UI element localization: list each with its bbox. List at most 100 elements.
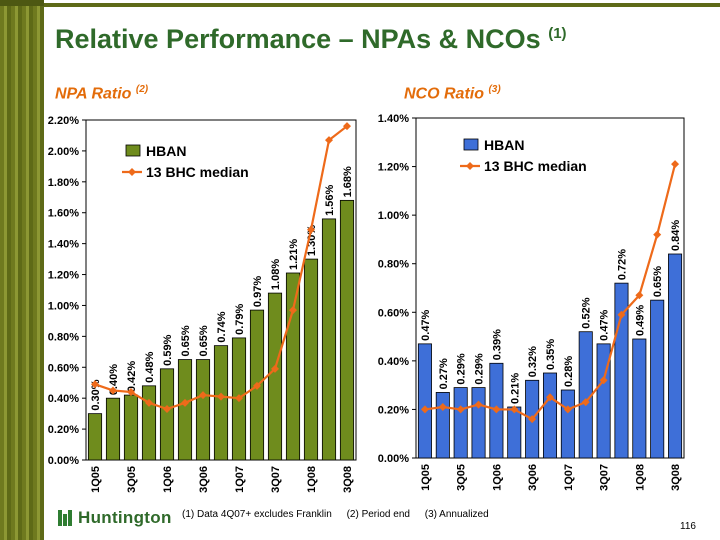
npa-bar (213, 345, 229, 461)
nco-x-tick-label: 1Q06 (491, 464, 503, 491)
page-title: Relative Performance – NPAs & NCOs (1) (55, 24, 567, 54)
npa-bar (321, 218, 337, 461)
nco-legend-label-line: 13 BHC median (484, 158, 587, 174)
footnote-2: (2) Period end (346, 509, 410, 520)
nco-y-tick-label: 0.00% (378, 453, 409, 465)
npa-median-point (253, 381, 261, 390)
footnote-1: (1) Data 4Q07+ excludes Franklin (182, 509, 332, 520)
page-number: 116 (680, 521, 696, 532)
logo-mark-icon (58, 510, 72, 526)
decorative-stripes (0, 0, 44, 540)
nco-y-tick-label: 0.20% (378, 404, 409, 416)
nco-bar (596, 343, 611, 459)
npa-y-tick-label: 0.80% (48, 331, 79, 343)
nco-bar (668, 253, 683, 459)
npa-data-label: 0.48% (144, 351, 156, 382)
nco-y-tick-label: 1.20% (378, 162, 409, 174)
nco-bar (560, 389, 575, 459)
npa-bar (87, 413, 103, 461)
nco-data-label: 0.52% (581, 297, 593, 328)
npa-y-tick-label: 0.40% (48, 393, 79, 405)
nco-y-tick-label: 0.40% (378, 356, 409, 368)
npa-x-tick-label: 1Q05 (90, 466, 102, 493)
nco-median-point (420, 405, 429, 414)
nco-y-tick-label: 1.40% (378, 113, 409, 125)
nco-data-label: 0.27% (438, 358, 450, 389)
nco-median-point (671, 160, 680, 169)
nco-x-tick-label: 1Q07 (563, 464, 575, 491)
nco-data-label: 0.72% (616, 249, 628, 280)
nco-median-point (438, 403, 447, 411)
nco-data-label: 0.29% (456, 353, 468, 384)
npa-median-point (163, 405, 171, 413)
nco-legend-label-bars: HBAN (484, 137, 524, 153)
npa-y-tick-label: 2.20% (48, 115, 79, 127)
nco-x-tick-label: 3Q08 (670, 464, 682, 491)
footnotes: (1) Data 4Q07+ excludes Franklin (2) Per… (182, 509, 501, 520)
nco-bar (471, 387, 486, 459)
npa-y-tick-label: 2.00% (48, 146, 79, 158)
nco-bar (507, 406, 522, 459)
nco-y-tick-label: 0.80% (378, 259, 409, 271)
npa-bar (195, 359, 211, 461)
nco-median-point (581, 398, 590, 407)
npa-median-point (289, 306, 297, 315)
nco-median-point (492, 405, 501, 414)
nco-median-point (653, 230, 662, 239)
npa-data-label: 1.56% (324, 184, 336, 215)
npa-median-point (217, 392, 225, 401)
npa-median-point (199, 391, 207, 400)
npa-bar (105, 397, 121, 461)
npa-data-label: 0.65% (198, 325, 210, 356)
nco-bar (632, 338, 647, 459)
nco-data-label: 0.39% (491, 329, 503, 360)
npa-data-label: 0.74% (216, 311, 228, 342)
nco-median-point (617, 310, 626, 319)
npa-x-tick-label: 3Q07 (270, 466, 282, 493)
nco-median-point (563, 405, 572, 414)
nco-y-tick-label: 1.00% (378, 210, 409, 222)
npa-legend-label-bars: HBAN (146, 143, 186, 159)
nco-x-tick-label: 3Q07 (599, 464, 611, 491)
logo-wordmark: Huntington (78, 508, 172, 527)
nco-data-label: 0.21% (509, 373, 521, 404)
npa-median-point (109, 386, 117, 395)
nco-x-tick-label: 1Q08 (634, 464, 646, 491)
npa-median-point (343, 122, 351, 131)
nco-data-label: 0.47% (599, 309, 611, 340)
npa-data-label: 0.65% (180, 325, 192, 356)
npa-x-tick-label: 1Q07 (234, 466, 246, 493)
npa-bar (339, 199, 355, 461)
npa-y-tick-label: 1.00% (48, 300, 79, 312)
npa-y-tick-label: 0.60% (48, 362, 79, 374)
npa-x-tick-label: 1Q08 (306, 466, 318, 493)
nco-bar (453, 387, 468, 459)
npa-median-point (181, 398, 189, 407)
npa-median-point (127, 388, 135, 396)
npa-bar (177, 359, 193, 461)
nco-x-tick-label: 3Q05 (456, 464, 468, 491)
nco-data-label: 0.32% (527, 346, 539, 377)
npa-bar (159, 368, 175, 461)
npa-data-label: 1.21% (288, 239, 300, 270)
npa-legend-marker (128, 168, 136, 176)
nco-data-label: 0.28% (563, 356, 575, 387)
nco-data-label: 0.65% (652, 266, 664, 297)
npa-bar (303, 258, 319, 461)
npa-data-label: 0.42% (126, 361, 138, 392)
nco-data-label: 0.84% (670, 220, 682, 251)
nco-bar (542, 372, 558, 459)
npa-median-point (235, 394, 243, 403)
npa-y-tick-label: 1.20% (48, 270, 79, 282)
nco-x-tick-label: 3Q06 (527, 464, 539, 491)
nco-x-tick-label: 1Q05 (420, 464, 432, 491)
npa-legend-swatch-bars (125, 144, 141, 157)
npa-x-tick-label: 3Q05 (126, 466, 138, 493)
nco-bar (435, 392, 450, 459)
npa-median-point (307, 225, 315, 234)
npa-data-label: 1.68% (342, 166, 354, 197)
nco-data-label: 0.29% (474, 353, 486, 384)
npa-median-point (145, 398, 153, 407)
